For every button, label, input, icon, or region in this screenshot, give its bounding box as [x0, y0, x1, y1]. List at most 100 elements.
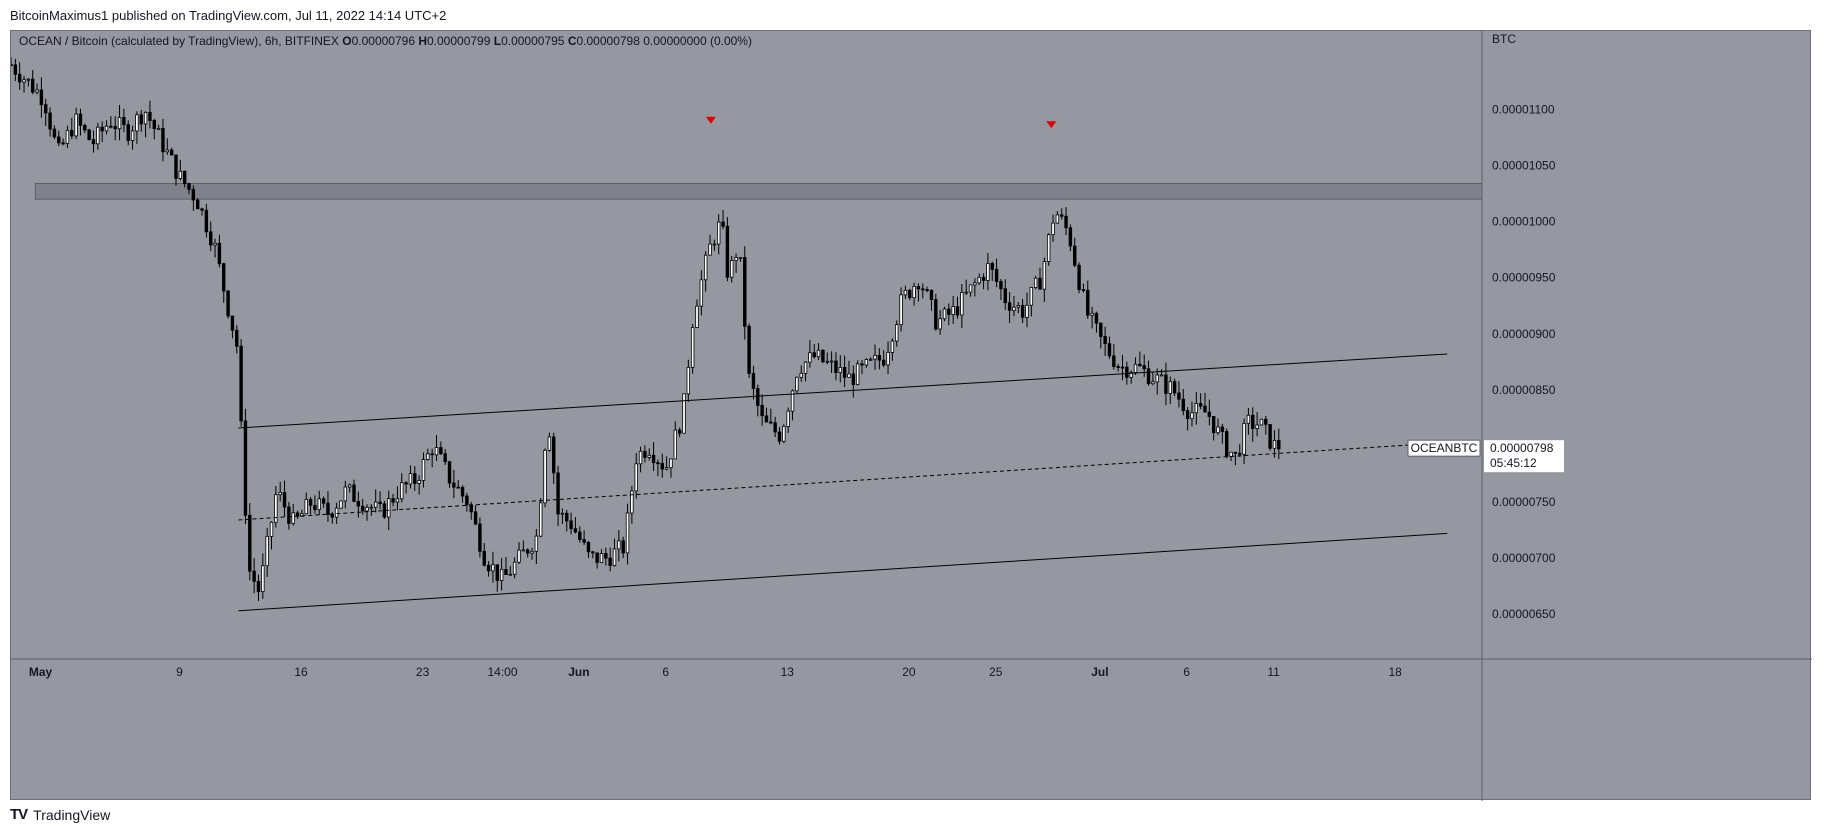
candle-body — [426, 453, 430, 460]
candle-body — [1242, 423, 1246, 455]
candle-body — [981, 277, 986, 281]
candle-body — [604, 553, 608, 559]
candle-body — [491, 564, 495, 572]
candle-body — [13, 64, 18, 75]
candle-body — [1211, 416, 1216, 434]
candle-body — [343, 486, 348, 502]
candle-body — [469, 504, 473, 513]
candle-body — [31, 78, 35, 93]
candle-body — [552, 436, 556, 474]
candle-body — [1064, 215, 1068, 229]
time-tick-label: 20 — [902, 665, 916, 679]
candle-body — [647, 454, 651, 458]
candle-body — [243, 420, 248, 516]
legend-part: 0.00000000 (0.00%) — [643, 34, 752, 48]
candle-body — [122, 117, 126, 126]
candle-body — [1224, 431, 1229, 457]
candle-body — [1207, 411, 1212, 417]
candle-body — [1168, 381, 1172, 394]
candle-body — [756, 388, 760, 406]
candle-body — [1007, 302, 1012, 311]
candle-body — [1116, 366, 1120, 368]
candle-body — [452, 482, 456, 488]
candle-body — [39, 89, 44, 106]
candle-body — [547, 436, 552, 451]
candle-body — [999, 281, 1003, 290]
candle-body — [651, 454, 656, 464]
candle-body — [512, 561, 517, 575]
time-tick-label: 6 — [1183, 665, 1190, 679]
candle-body — [777, 431, 782, 442]
chart-canvas[interactable]: BTC 0.00001100 0.00001050 0.00001000 0.00000… — [11, 31, 1812, 801]
candle-body — [1003, 288, 1007, 304]
candle-body — [182, 170, 187, 185]
candle-body — [278, 492, 282, 496]
candle-body — [74, 113, 78, 137]
candle-body — [1155, 374, 1159, 383]
candle-body — [556, 472, 560, 515]
candle-body — [269, 521, 274, 537]
footer-brand[interactable]: TV TradingView — [10, 806, 110, 823]
candle-body — [877, 355, 882, 361]
candle-body — [994, 268, 999, 282]
candle-body — [1055, 214, 1060, 224]
candle-body — [812, 352, 816, 358]
candle-body — [165, 149, 170, 153]
candle-body — [565, 512, 569, 522]
candle-body — [326, 502, 330, 515]
candle-body — [57, 136, 61, 144]
candle-body — [113, 126, 117, 130]
candle-body — [1099, 322, 1103, 337]
candle-body — [886, 351, 890, 366]
candle-body — [1190, 412, 1194, 420]
published-caption: BitcoinMaximus1 published on TradingView… — [10, 8, 447, 23]
candle-body — [117, 117, 122, 130]
candle-body — [1272, 440, 1277, 449]
candle-body — [421, 459, 426, 481]
candle-body — [1229, 451, 1233, 457]
candle-body — [821, 349, 825, 363]
candle-body — [769, 421, 773, 424]
time-tick-label: 13 — [781, 665, 795, 679]
candle-body — [721, 221, 725, 227]
candle-body — [434, 447, 439, 456]
candle-body — [1251, 414, 1255, 429]
channel-line — [238, 532, 1448, 612]
candle-body — [387, 498, 391, 518]
legend-part: 0.00000795 — [501, 34, 568, 48]
candle-body — [921, 288, 925, 291]
candle-body — [1194, 403, 1199, 414]
candle-body — [1033, 277, 1038, 288]
candle-body — [274, 494, 278, 523]
candle-body — [881, 359, 886, 366]
candle-body — [717, 221, 721, 245]
candle-body — [855, 363, 860, 385]
candle-body — [230, 315, 235, 331]
candle-body — [586, 541, 591, 553]
candle-body — [200, 208, 204, 211]
candle-body — [352, 484, 356, 502]
candle-body — [860, 363, 864, 366]
legend-part: C — [568, 34, 577, 48]
candle-body — [1268, 424, 1272, 449]
candle-body — [786, 410, 790, 427]
candle-body — [634, 463, 638, 492]
chart-panel[interactable]: BTC 0.00001100 0.00001050 0.00001000 0.00000… — [10, 30, 1812, 801]
candle-body — [1159, 374, 1164, 377]
candle-body — [630, 490, 634, 514]
candle-body — [595, 552, 599, 563]
candle-body — [890, 340, 895, 353]
candle-body — [955, 306, 960, 316]
candle-body — [525, 549, 530, 554]
candle-body — [703, 254, 708, 281]
candle-body — [334, 507, 339, 518]
candle-body — [899, 294, 903, 326]
channel-lines-layer — [238, 353, 1448, 612]
candle-body — [143, 111, 148, 125]
tradingview-logo-icon: TV — [10, 806, 28, 823]
candle-body — [499, 568, 504, 581]
legend-part: OCEAN / Bitcoin (calculated by TradingVi… — [19, 34, 342, 48]
candle-body — [1133, 363, 1138, 373]
candle-body — [365, 506, 369, 512]
candle-body — [1238, 452, 1242, 455]
